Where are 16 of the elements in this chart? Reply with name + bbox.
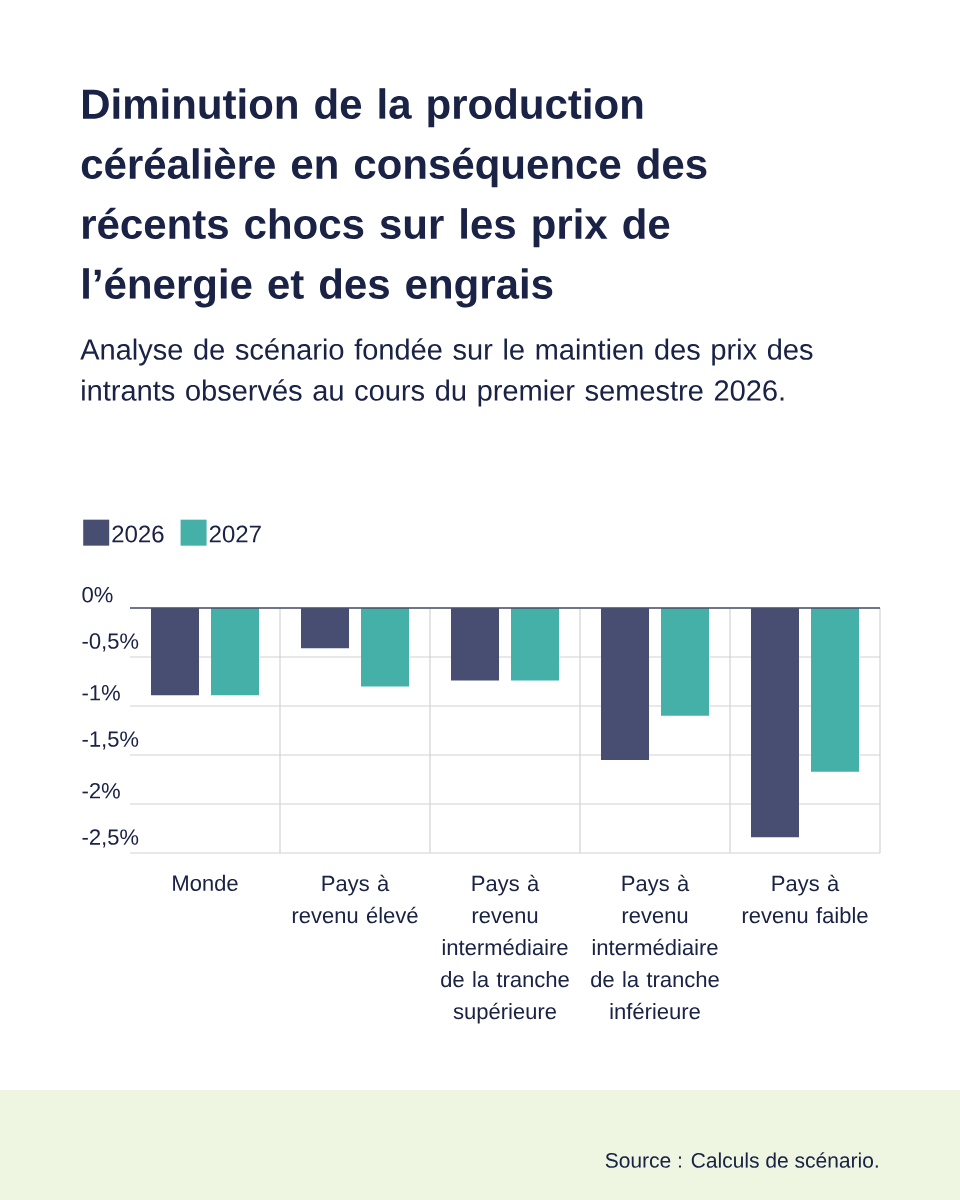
y-tick-label: -2,5%: [82, 829, 139, 848]
chart-subtitle: Analyse de scénario fondée sur le maintien des prix des intrants observés au cours du premier semestre 2026.: [80, 338, 813, 407]
y-tick-label: -0,5%: [82, 633, 139, 652]
x-tick-label: Pays à revenu faible: [742, 874, 868, 924]
source-note: Source : Calculs de scénario.: [605, 1152, 878, 1168]
x-tick-label: Pays à revenu élevé: [292, 874, 418, 924]
y-tick-label: -1,5%: [82, 731, 139, 750]
y-tick-label: -2%: [82, 782, 120, 799]
y-tick-label: 0%: [82, 586, 113, 603]
legend-label: 2027: [209, 525, 261, 543]
legend-label: 2026: [112, 525, 164, 543]
x-tick-label: Monde: [173, 874, 238, 891]
chart-title: Diminution de la production céréalière en conséquence des récents chocs sur les prix de l’énergie et des engrais: [81, 88, 707, 308]
x-tick-label: Pays à revenu intermédiaire de la tranche inférieure: [591, 874, 719, 1020]
y-tick-label: -1%: [82, 685, 120, 701]
x-tick-label: Pays à revenu intermédiaire de la tranche supérieure: [441, 874, 569, 1024]
